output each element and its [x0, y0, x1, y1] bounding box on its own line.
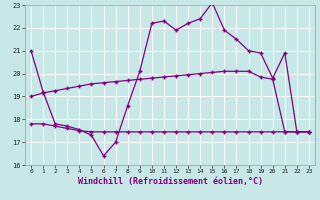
X-axis label: Windchill (Refroidissement éolien,°C): Windchill (Refroidissement éolien,°C)	[77, 177, 262, 186]
